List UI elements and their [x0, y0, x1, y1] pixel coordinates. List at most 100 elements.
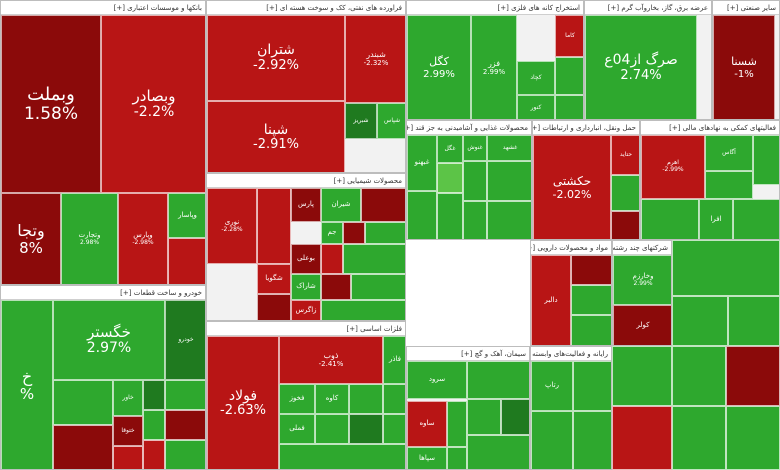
- treemap-cell: [437, 163, 463, 193]
- symbol-tile[interactable]: پارس: [291, 188, 321, 222]
- symbol-tile[interactable]: ساوه: [407, 401, 447, 447]
- symbol-tile[interactable]: کچاد: [517, 61, 555, 95]
- symbol-tile[interactable]: غگل: [437, 135, 463, 163]
- symbol-change: 2.74%: [620, 67, 662, 83]
- symbol-tile[interactable]: شپنا -2.91%: [207, 101, 345, 172]
- symbol-tile[interactable]: شسنا -1%: [713, 15, 775, 119]
- sector-header[interactable]: سایر صنعتی [+]: [713, 1, 779, 15]
- treemap-cell: [279, 444, 405, 469]
- symbol-tile[interactable]: غنوش: [463, 135, 487, 161]
- symbol-tile[interactable]: دالبر: [531, 255, 571, 345]
- sector-header[interactable]: حمل ونقل، انبارداری و ارتباطات [+]: [533, 121, 639, 135]
- symbol-tile[interactable]: شیران: [321, 188, 361, 222]
- sector-header[interactable]: فعالیتهای کمکی به نهادهای مالی [+]: [641, 121, 779, 135]
- symbol-tile[interactable]: فاذر: [383, 336, 405, 384]
- symbol-tile[interactable]: نوری -2.28%: [207, 188, 257, 264]
- symbol-tile[interactable]: خگستر 2.97%: [53, 300, 165, 380]
- symbol-tile[interactable]: رتاپ: [531, 361, 573, 411]
- treemap-cell: [555, 57, 583, 95]
- symbol-tile[interactable]: خاور: [113, 380, 143, 416]
- symbol-name: نوری: [224, 217, 240, 226]
- symbol-name: سپاها: [419, 454, 435, 463]
- sector-header[interactable]: عرضه برق، گاز، بخاروآب گرم [+]: [585, 1, 711, 15]
- treemap-cell: [383, 414, 405, 444]
- symbol-tile[interactable]: فولاد -2.63%: [207, 336, 279, 469]
- symbol-tile[interactable]: فملی: [279, 414, 315, 444]
- symbol-tile[interactable]: وتجا 8%: [1, 193, 61, 284]
- symbol-tile[interactable]: وخارزم 2.99%: [613, 255, 671, 305]
- symbol-tile[interactable]: حتاید: [611, 135, 639, 175]
- symbol-tile[interactable]: کولر: [613, 305, 671, 345]
- sector-block: محصولات غذایی و آشامیدنی به جز قند [+] غب…: [406, 120, 532, 240]
- sector-header[interactable]: محصولات شیمیایی [+]: [207, 174, 405, 188]
- sector-block: عرضه برق، گاز، بخاروآب گرم [+] صرگ از04ع 2…: [584, 0, 712, 120]
- symbol-tile[interactable]: غبهنو: [407, 135, 437, 191]
- symbol-tile[interactable]: وبصادر -2.2%: [101, 15, 205, 193]
- symbol-tile[interactable]: وپاسار: [168, 193, 205, 238]
- sector-header[interactable]: خودرو و ساخت قطعات [+]: [1, 286, 205, 300]
- symbol-tile[interactable]: آگاس: [705, 135, 753, 171]
- symbol-name: خ: [21, 367, 33, 387]
- symbol-tile[interactable]: سرود: [407, 361, 467, 399]
- symbol-tile[interactable]: فزر 2.99%: [471, 15, 517, 119]
- treemap-cell: [349, 414, 383, 444]
- symbol-tile[interactable]: وبملت 1.58%: [1, 15, 101, 193]
- symbol-tile[interactable]: شگویا: [257, 264, 291, 294]
- sector-header[interactable]: محصولات غذایی و آشامیدنی به جز قند [+]: [407, 121, 531, 135]
- sector-header[interactable]: مواد و محصولات دارویی [+]: [531, 241, 611, 255]
- sector-header[interactable]: شرکتهای چند رشته ای [+]: [613, 241, 671, 255]
- symbol-name: خودرو: [178, 335, 194, 343]
- symbol-change: -2.28%: [221, 225, 243, 233]
- symbol-tile[interactable]: زاگرس: [291, 300, 321, 320]
- sector-block: خودرو و ساخت قطعات [+] خگستر 2.97% خ% خودرو خ…: [0, 285, 206, 470]
- symbol-tile[interactable]: صرگ از04ع 2.74%: [585, 15, 697, 119]
- treemap-cell: [672, 296, 728, 346]
- treemap-cell: [555, 95, 583, 119]
- sector-header[interactable]: رایانه و فعالیت‌های وابسته [+]: [531, 347, 611, 361]
- symbol-change: 2.99%: [423, 68, 455, 80]
- treemap-cell: [349, 384, 383, 414]
- symbol-tile[interactable]: بوعلی: [291, 244, 321, 274]
- symbol-tile[interactable]: شتران -2.92%: [207, 15, 345, 101]
- sector-header[interactable]: فراورده های نفتی، کک و سوخت هسته ای [+]: [207, 1, 405, 15]
- symbol-tile[interactable]: سپاها: [407, 447, 447, 469]
- symbol-tile[interactable]: شبریز: [345, 103, 377, 139]
- treemap-cell: [571, 255, 611, 285]
- symbol-tile[interactable]: کنور: [517, 95, 555, 119]
- symbol-tile[interactable]: فخوز: [279, 384, 315, 414]
- symbol-tile[interactable]: حکشتی -2.02%: [533, 135, 611, 239]
- symbol-tile[interactable]: افرا: [699, 199, 733, 239]
- symbol-name: رتاپ: [544, 381, 560, 390]
- symbol-tile[interactable]: کگل 2.99%: [407, 15, 471, 119]
- sector-header[interactable]: استخراج کانه های فلزی [+]: [407, 1, 583, 15]
- symbol-tile[interactable]: غشهد: [487, 135, 531, 161]
- symbol-tile[interactable]: خ%: [1, 300, 53, 469]
- symbol-name: خاور: [122, 393, 134, 401]
- symbol-tile[interactable]: وتجارت 2.98%: [61, 193, 118, 284]
- sector-block: محصولات شیمیایی [+] نوری -2.28% پارس شیران بو…: [206, 173, 406, 321]
- symbol-name: بوعلی: [297, 254, 315, 263]
- symbol-tile[interactable]: خودرو: [165, 300, 205, 380]
- symbol-tile[interactable]: ذوب -2.41%: [279, 336, 383, 384]
- treemap-cell: [571, 285, 611, 315]
- sector-block: فلزات اساسی [+] فولاد -2.63% ذوب -2.41% فخوز ف…: [206, 321, 406, 470]
- symbol-name: ختوقا: [121, 426, 135, 434]
- symbol-name: اهرم: [667, 159, 679, 167]
- symbol-tile[interactable]: اهرم -2.99%: [641, 135, 705, 199]
- sector-header[interactable]: فلزات اساسی [+]: [207, 322, 405, 336]
- symbol-tile[interactable]: شپاس: [377, 103, 405, 139]
- symbol-tile[interactable]: شبندر -2.32%: [345, 15, 405, 103]
- sector-block: سایر صنعتی [+] شسنا -1%: [712, 0, 780, 120]
- sector-header[interactable]: سیمان، آهک و گچ [+]: [407, 347, 529, 361]
- symbol-tile[interactable]: کاما: [555, 15, 583, 57]
- symbol-tile[interactable]: کاوه: [315, 384, 349, 414]
- symbol-tile[interactable]: ختوقا: [113, 416, 143, 446]
- symbol-change: -2.2%: [133, 103, 175, 120]
- symbol-tile[interactable]: جم: [321, 222, 343, 244]
- symbol-name: پارس: [297, 200, 314, 209]
- symbol-tile[interactable]: شاراک: [291, 274, 321, 300]
- symbol-tile[interactable]: وپارس -2.98%: [118, 193, 168, 284]
- sector-block: رایانه و فعالیت‌های وابسته [+] رتاپ: [530, 346, 612, 470]
- sector-header[interactable]: بانکها و موسسات اعتباری [+]: [1, 1, 205, 15]
- treemap-cell: [612, 406, 672, 470]
